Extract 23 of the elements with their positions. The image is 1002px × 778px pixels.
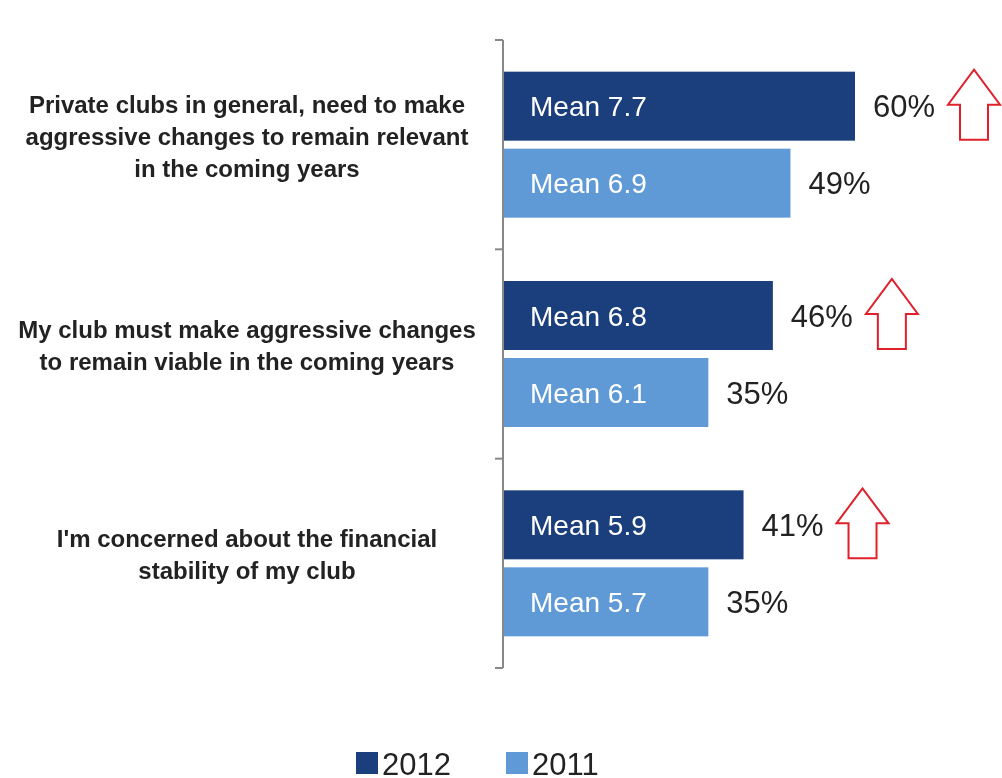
legend-label: 2011 <box>532 747 599 778</box>
bar <box>503 71 855 141</box>
annotation: Mean 5.7 <box>530 586 647 618</box>
bar <box>503 490 744 560</box>
data-label: 49% <box>808 166 871 202</box>
legend-label: 2012 <box>382 747 451 778</box>
data-label: 60% <box>873 89 936 125</box>
bar <box>503 281 773 350</box>
y-tick-label: Private clubs in general, need to make aggressive changes to remain relevant in the coming years <box>25 90 469 182</box>
annotation: Mean 6.1 <box>530 377 647 409</box>
data-label: 35% <box>726 375 789 411</box>
bar <box>503 148 791 218</box>
annotation: Mean 7.7 <box>530 91 647 123</box>
data-label: 35% <box>726 584 789 620</box>
bar <box>503 567 709 637</box>
y-tick-label: I'm concerned about the financial stability of my club <box>56 525 438 585</box>
annotation: Mean 5.9 <box>530 509 647 541</box>
data-label: 46% <box>790 298 853 334</box>
data-label: 41% <box>761 507 824 543</box>
annotation: Mean 6.9 <box>530 168 647 200</box>
annotation: Mean 6.8 <box>530 300 647 332</box>
bar <box>503 358 709 427</box>
y-tick-label: My club must make aggressive changes to remain viable in the coming years <box>18 316 476 375</box>
